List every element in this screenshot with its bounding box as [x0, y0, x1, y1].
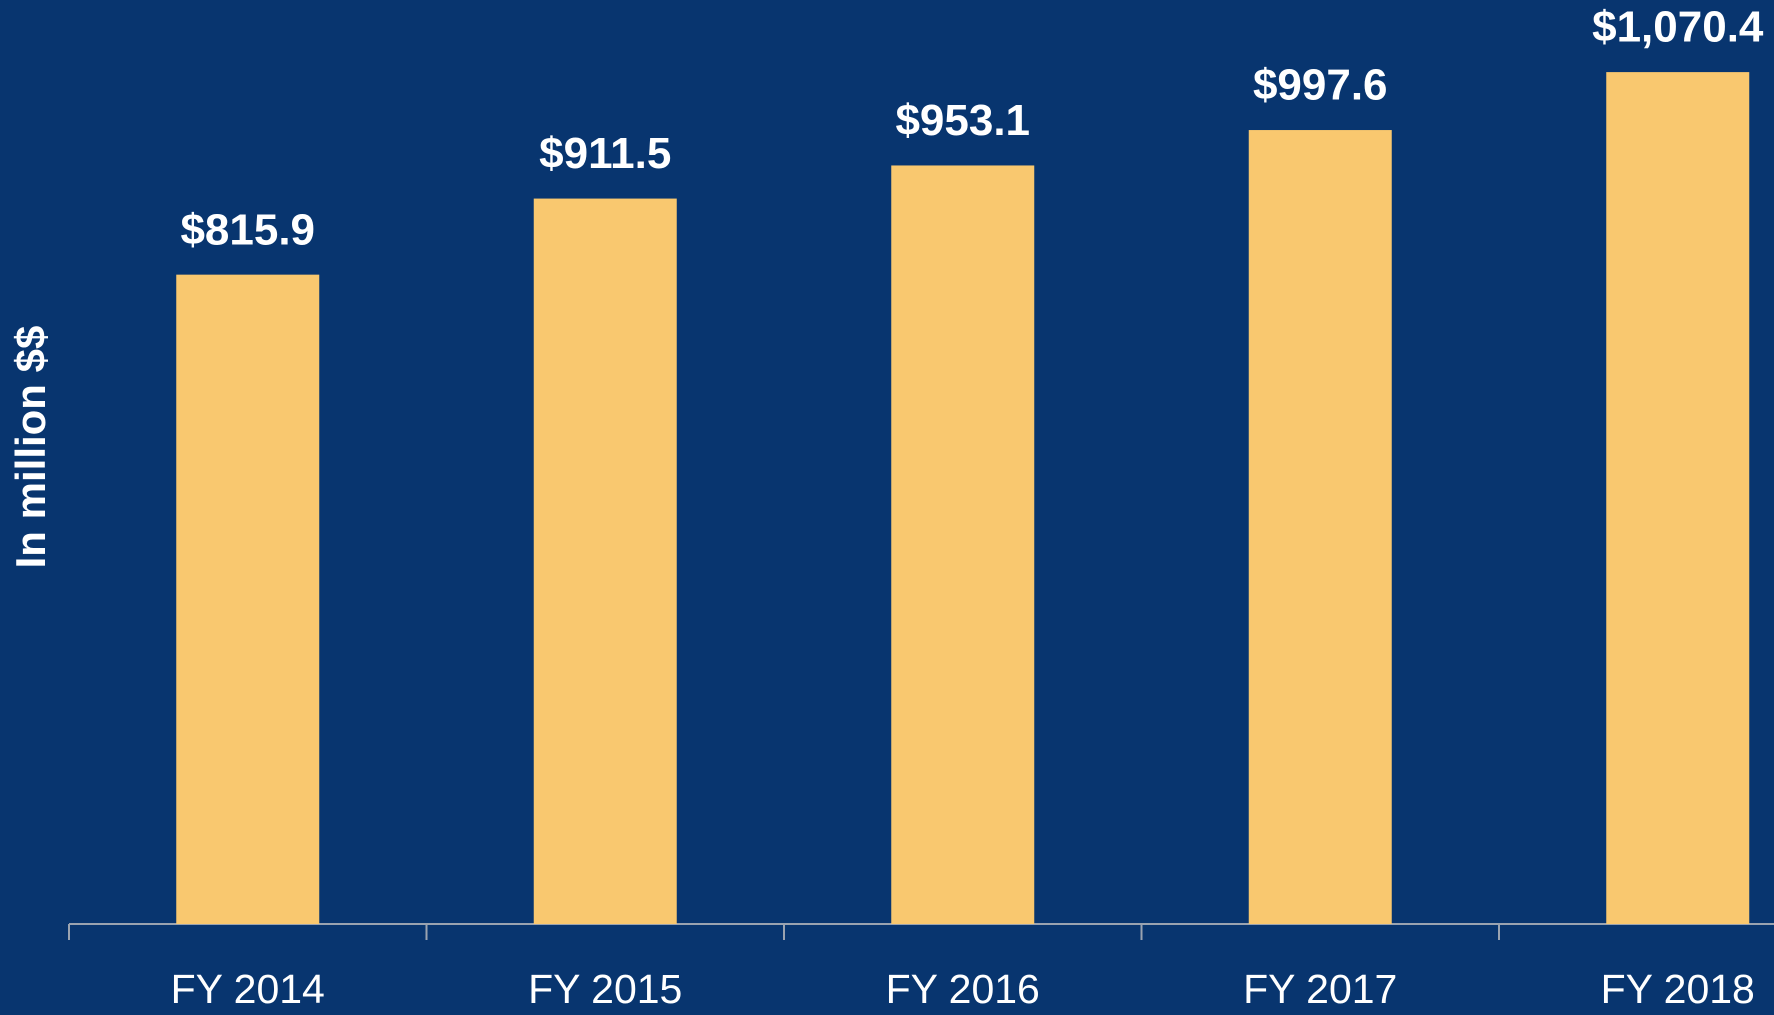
x-tick-label: FY 2015 [528, 966, 682, 1012]
bar [176, 274, 320, 925]
y-axis-label: In million $$ [7, 326, 54, 569]
bar [533, 198, 677, 924]
value-label: $815.9 [180, 205, 315, 254]
x-tick-label: FY 2017 [1243, 966, 1397, 1012]
x-tick-label: FY 2014 [171, 966, 325, 1012]
value-label: $911.5 [539, 129, 671, 178]
value-label: $997.6 [1253, 61, 1388, 110]
x-tick-label: FY 2018 [1601, 966, 1755, 1012]
bar [1248, 130, 1392, 925]
value-label: $1,070.4 [1592, 3, 1764, 52]
x-tick-label: FY 2016 [886, 966, 1040, 1012]
bar [1606, 72, 1750, 925]
value-label: $953.1 [895, 96, 1030, 145]
bar [891, 165, 1035, 925]
